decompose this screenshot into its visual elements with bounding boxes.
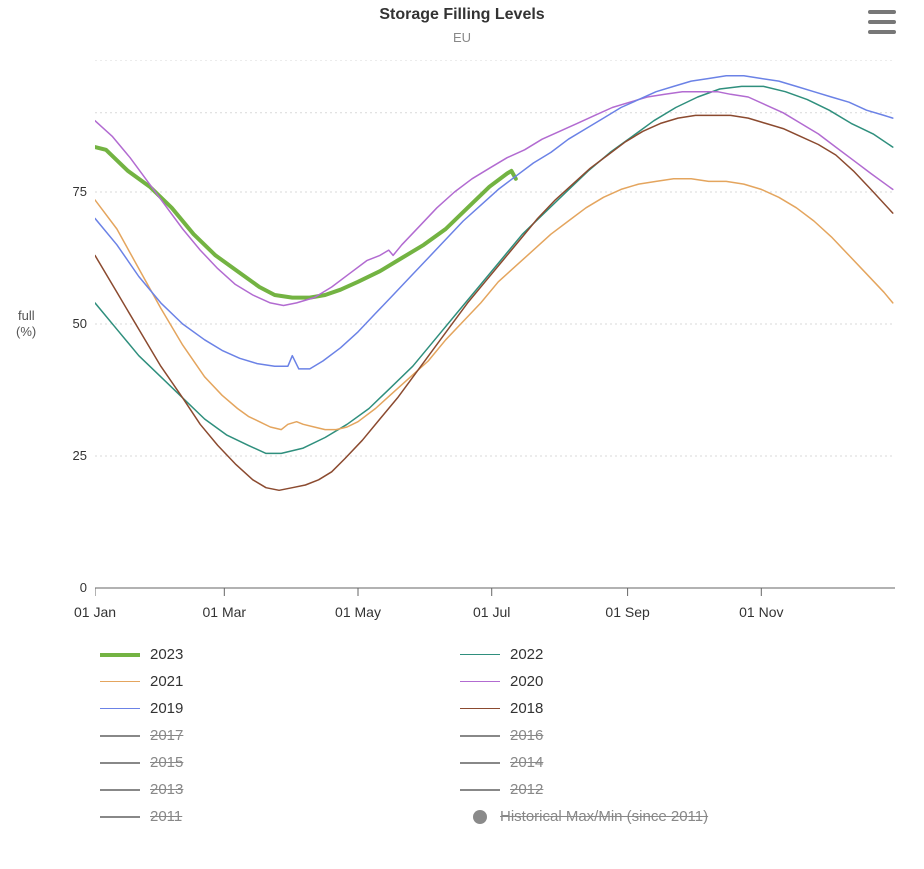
legend-swatch	[460, 762, 500, 764]
chart-container: Storage Filling Levels EU full (%) 0 25 50…	[0, 0, 924, 869]
legend-label: 2015	[150, 754, 183, 771]
legend-label: 2023	[150, 646, 183, 663]
legend-label: 2012	[510, 781, 543, 798]
series-2022[interactable]	[95, 86, 893, 453]
legend-item-2014[interactable]: 2014	[460, 749, 820, 776]
legend-swatch	[460, 654, 500, 655]
hamburger-icon	[868, 10, 896, 14]
y-tick-label: 25	[57, 448, 87, 463]
y-axis-label-line2: (%)	[16, 324, 36, 339]
legend-swatch	[460, 735, 500, 737]
legend-swatch	[100, 816, 140, 818]
legend-item-2023[interactable]: 2023	[100, 641, 460, 668]
legend-item-historical[interactable]: Historical Max/Min (since 2011)	[460, 803, 820, 830]
y-tick-label: 0	[57, 580, 87, 595]
series-2023[interactable]	[95, 147, 516, 298]
legend-label: 2011	[150, 808, 182, 825]
x-tick-label: 01 Jul	[473, 604, 510, 620]
x-tick-label: 01 Sep	[605, 604, 649, 620]
y-tick-label: 50	[57, 316, 87, 331]
legend: 2023 2021 2019 2017 2015 2013 2011 2022 2020 2018…	[100, 641, 880, 830]
legend-swatch	[460, 789, 500, 791]
legend-label: Historical Max/Min (since 2011)	[500, 808, 708, 825]
legend-swatch	[100, 681, 140, 682]
y-axis-label-line1: full	[18, 308, 35, 323]
plot-svg	[95, 60, 895, 604]
chart-title: Storage Filling Levels	[0, 6, 924, 24]
legend-label: 2022	[510, 646, 543, 663]
legend-swatch	[100, 762, 140, 764]
legend-swatch	[460, 681, 500, 682]
hamburger-icon	[868, 20, 896, 24]
legend-label: 2013	[150, 781, 183, 798]
series-2020[interactable]	[95, 92, 893, 306]
legend-item-2015[interactable]: 2015	[100, 749, 460, 776]
legend-item-2021[interactable]: 2021	[100, 668, 460, 695]
chart-subtitle: EU	[0, 30, 924, 45]
legend-item-2022[interactable]: 2022	[460, 641, 820, 668]
legend-label: 2019	[150, 700, 183, 717]
legend-item-2019[interactable]: 2019	[100, 695, 460, 722]
hamburger-icon	[868, 30, 896, 34]
series-2018[interactable]	[95, 115, 893, 490]
legend-label: 2018	[510, 700, 543, 717]
legend-swatch	[100, 735, 140, 737]
legend-swatch	[460, 708, 500, 709]
x-tick-label: 01 Nov	[739, 604, 783, 620]
series-2019[interactable]	[95, 76, 893, 369]
series-2021[interactable]	[95, 179, 893, 430]
legend-item-2017[interactable]: 2017	[100, 722, 460, 749]
legend-swatch	[100, 653, 140, 657]
x-tick-label: 01 Mar	[203, 604, 247, 620]
legend-item-2020[interactable]: 2020	[460, 668, 820, 695]
legend-item-2013[interactable]: 2013	[100, 776, 460, 803]
legend-swatch	[100, 789, 140, 791]
legend-label: 2021	[150, 673, 183, 690]
x-tick-label: 01 May	[335, 604, 381, 620]
legend-swatch	[100, 708, 140, 709]
legend-dot-icon	[473, 810, 487, 824]
legend-item-2018[interactable]: 2018	[460, 695, 820, 722]
legend-item-2016[interactable]: 2016	[460, 722, 820, 749]
legend-label: 2017	[150, 727, 183, 744]
y-tick-label: 75	[57, 184, 87, 199]
x-tick-label: 01 Jan	[74, 604, 116, 620]
legend-label: 2020	[510, 673, 543, 690]
legend-label: 2016	[510, 727, 543, 744]
chart-menu-button[interactable]	[868, 10, 896, 34]
legend-item-2011[interactable]: 2011	[100, 803, 460, 830]
legend-item-2012[interactable]: 2012	[460, 776, 820, 803]
legend-label: 2014	[510, 754, 543, 771]
